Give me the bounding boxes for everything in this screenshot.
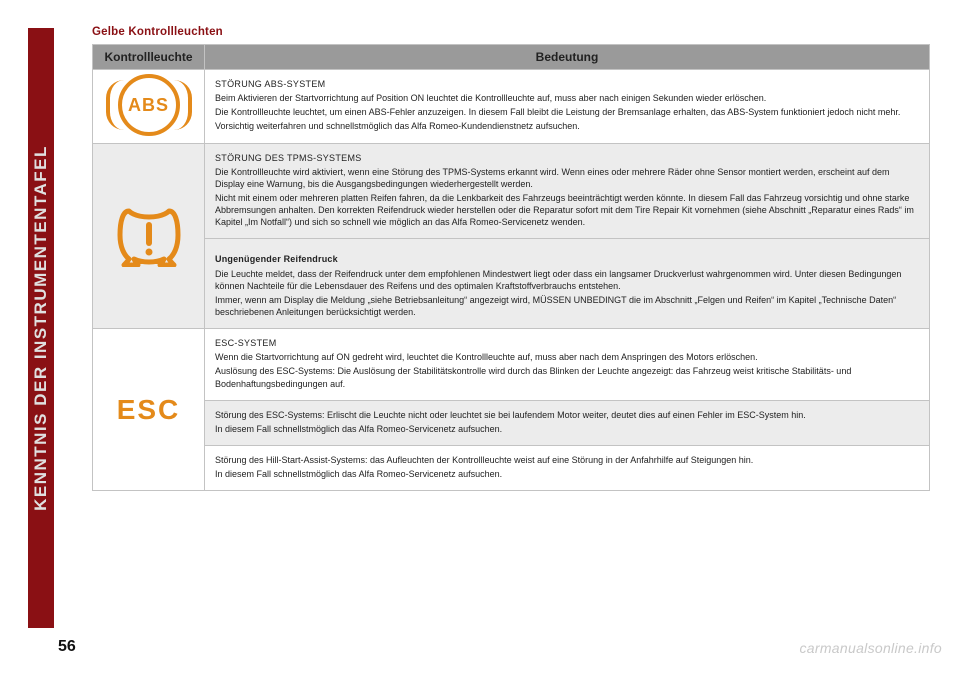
table-row: STÖRUNG DES TPMS-SYSTEMS Die Kontrollleu… [93,143,930,239]
entry-paragraph: In diesem Fall schnellstmöglich das Alfa… [215,423,919,435]
entry-paragraph: Auslösung des ESC-Systems: Die Auslösung… [215,365,919,389]
esc-warning-icon: ESC [117,394,181,425]
entry-paragraph: Die Leuchte meldet, dass der Reifendruck… [215,268,919,292]
table-header-row: Kontrollleuchte Bedeutung [93,45,930,70]
meaning-cell: Störung des ESC-Systems: Erlischt die Le… [205,400,930,445]
entry-paragraph: Die Kontrollleuchte wird aktiviert, wenn… [215,166,919,190]
indicator-cell-abs: ABS [93,70,205,144]
entry-paragraph: Die Kontrollleuchte leuchtet, um einen A… [215,106,919,118]
entry-title: STÖRUNG ABS-SYSTEM [215,78,919,90]
table-row: ESC ESC-SYSTEM Wenn die Startvorrichtung… [93,329,930,401]
entry-paragraph: Vorsichtig weiterfahren und schnellstmög… [215,120,919,132]
meaning-cell: ESC-SYSTEM Wenn die Startvorrichtung auf… [205,329,930,401]
entry-title: STÖRUNG DES TPMS-SYSTEMS [215,152,919,164]
entry-paragraph: Wenn die Startvorrichtung auf ON gedreht… [215,351,919,363]
entry-paragraph: Störung des Hill-Start-Assist-Systems: d… [215,454,919,466]
entry-paragraph: Beim Aktivieren der Startvorrichtung auf… [215,92,919,104]
section-title: Gelbe Kontrollleuchten [92,26,930,38]
abs-icon-label: ABS [122,93,176,117]
table-header-col2: Bedeutung [205,45,930,70]
page-number: 56 [58,638,76,656]
sidebar-red-band: KENNTNIS DER INSTRUMENTENTAFEL [28,28,54,628]
table-row: Störung des ESC-Systems: Erlischt die Le… [93,400,930,445]
entry-title: ESC-SYSTEM [215,337,919,349]
indicator-cell-esc: ESC [93,329,205,491]
table-row: ABS STÖRUNG ABS-SYSTEM Beim Aktivieren d… [93,70,930,144]
content-area: Gelbe Kontrollleuchten Kontrollleuchte B… [92,26,930,491]
entry-subtitle: Ungenügender Reifendruck [215,253,919,265]
tpms-warning-icon [114,205,184,267]
abs-warning-icon: ABS [118,74,180,136]
entry-paragraph: In diesem Fall schnellstmöglich das Alfa… [215,468,919,480]
watermark: carmanualsonline.info [800,640,943,656]
sidebar-chapter-label: KENNTNIS DER INSTRUMENTENTAFEL [31,145,51,511]
warning-indicators-table: Kontrollleuchte Bedeutung ABS STÖRUNG AB… [92,44,930,491]
page: KENNTNIS DER INSTRUMENTENTAFEL Gelbe Kon… [0,0,960,678]
entry-paragraph: Störung des ESC-Systems: Erlischt die Le… [215,409,919,421]
meaning-cell: STÖRUNG ABS-SYSTEM Beim Aktivieren der S… [205,70,930,144]
table-row: Störung des Hill-Start-Assist-Systems: d… [93,445,930,490]
meaning-cell: Ungenügender Reifendruck Die Leuchte mel… [205,239,930,329]
indicator-cell-tpms [93,143,205,329]
entry-paragraph: Immer, wenn am Display die Meldung „sieh… [215,294,919,318]
meaning-cell: Störung des Hill-Start-Assist-Systems: d… [205,445,930,490]
entry-paragraph: Nicht mit einem oder mehreren platten Re… [215,192,919,228]
table-row: Ungenügender Reifendruck Die Leuchte mel… [93,239,930,329]
table-header-col1: Kontrollleuchte [93,45,205,70]
meaning-cell: STÖRUNG DES TPMS-SYSTEMS Die Kontrollleu… [205,143,930,239]
